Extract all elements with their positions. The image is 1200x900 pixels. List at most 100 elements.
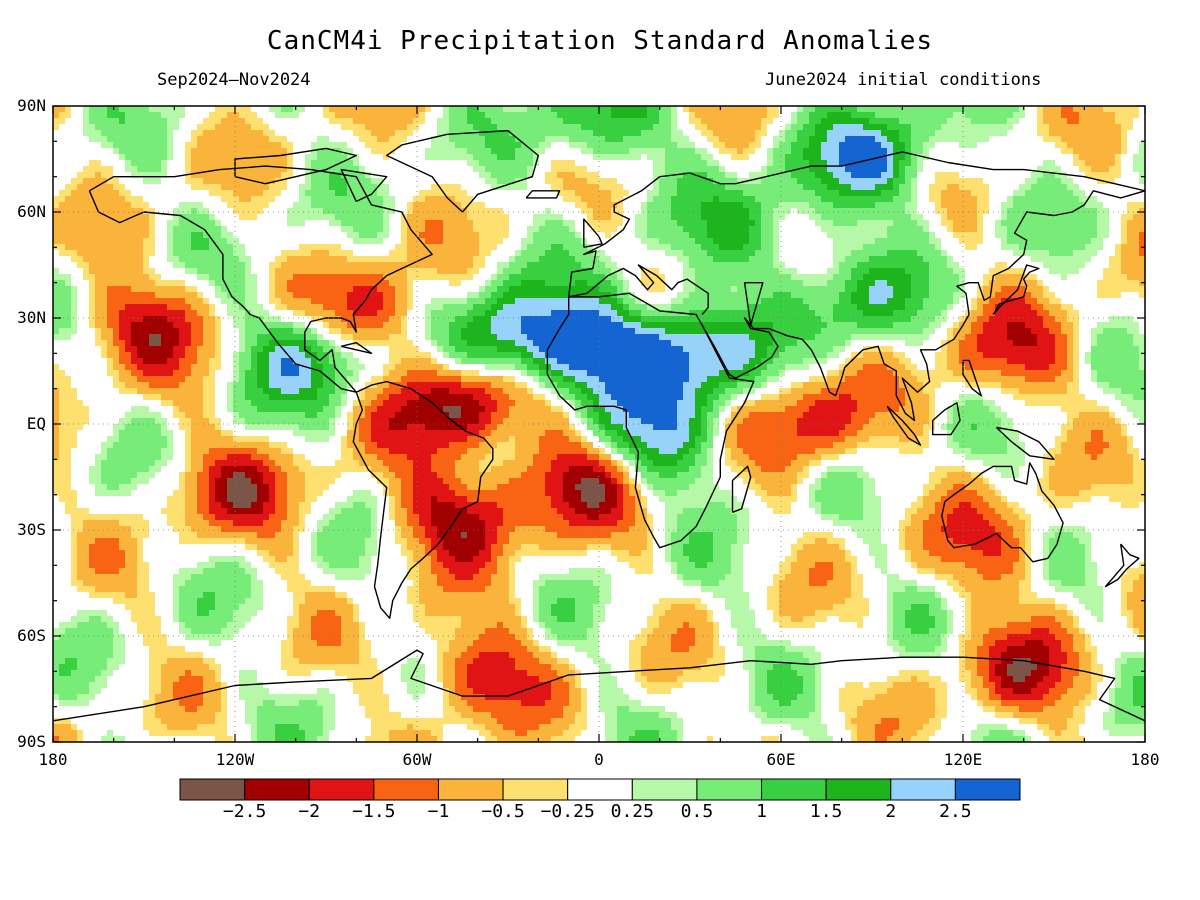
field-cell: [485, 112, 492, 119]
field-cell: [293, 178, 300, 185]
field-cell: [497, 124, 504, 131]
field-cell: [557, 112, 564, 119]
field-cell: [779, 154, 786, 161]
field-cell: [773, 118, 780, 125]
field-cell: [671, 178, 678, 185]
field-cell: [437, 244, 444, 251]
field-cell: [911, 118, 918, 125]
field-cell: [137, 154, 144, 161]
field-cell: [173, 226, 180, 233]
field-cell: [455, 142, 462, 149]
field-cell: [959, 208, 966, 215]
field-cell: [233, 238, 240, 245]
field-cell: [1001, 214, 1008, 221]
field-cell: [215, 142, 222, 149]
field-cell: [1139, 130, 1145, 137]
field-cell: [533, 112, 540, 119]
field-cell: [767, 196, 774, 203]
field-cell: [653, 130, 660, 137]
field-cell: [425, 112, 432, 119]
field-cell: [899, 262, 906, 269]
field-cell: [905, 256, 912, 263]
field-cell: [53, 202, 60, 209]
field-cell: [665, 190, 672, 197]
field-cell: [1049, 118, 1056, 125]
field-cell: [53, 130, 60, 137]
field-cell: [665, 148, 672, 155]
field-cell: [713, 112, 720, 119]
field-cell: [65, 244, 72, 251]
field-cell: [533, 124, 540, 131]
field-cell: [1067, 142, 1074, 149]
field-cell: [347, 118, 354, 125]
field-cell: [359, 256, 366, 263]
field-cell: [761, 112, 768, 119]
field-cell: [827, 226, 834, 233]
field-cell: [161, 202, 168, 209]
field-cell: [839, 172, 846, 179]
field-cell: [71, 166, 78, 173]
field-cell: [1019, 148, 1026, 155]
field-cell: [671, 250, 678, 257]
field-cell: [863, 166, 870, 173]
field-cell: [1031, 232, 1038, 239]
field-cell: [653, 220, 660, 227]
field-cell: [1085, 160, 1092, 167]
field-cell: [839, 142, 846, 149]
field-cell: [1091, 232, 1098, 239]
field-cell: [149, 160, 156, 167]
field-cell: [755, 214, 762, 221]
field-cell: [917, 160, 924, 167]
field-cell: [995, 184, 1002, 191]
field-cell: [1025, 112, 1032, 119]
field-cell: [173, 172, 180, 179]
field-cell: [551, 232, 558, 239]
field-cell: [653, 166, 660, 173]
field-cell: [173, 250, 180, 257]
field-cell: [455, 124, 462, 131]
field-cell: [431, 184, 438, 191]
field-cell: [929, 142, 936, 149]
field-cell: [887, 256, 894, 263]
field-cell: [281, 214, 288, 221]
field-cell: [281, 160, 288, 167]
field-cell: [365, 112, 372, 119]
field-cell: [671, 256, 678, 263]
field-cell: [65, 154, 72, 161]
field-cell: [1085, 184, 1092, 191]
field-cell: [659, 124, 666, 131]
field-cell: [203, 232, 210, 239]
field-cell: [269, 142, 276, 149]
field-cell: [101, 220, 108, 227]
field-cell: [755, 112, 762, 119]
field-cell: [1121, 226, 1128, 233]
field-cell: [215, 196, 222, 203]
field-cell: [791, 184, 798, 191]
field-cell: [503, 178, 510, 185]
field-cell: [971, 226, 978, 233]
field-cell: [599, 142, 606, 149]
field-cell: [761, 136, 768, 143]
field-cell: [1025, 196, 1032, 203]
field-cell: [119, 244, 126, 251]
field-cell: [527, 208, 534, 215]
field-cell: [347, 190, 354, 197]
field-cell: [461, 250, 468, 257]
field-cell: [1103, 142, 1110, 149]
field-cell: [341, 244, 348, 251]
field-cell: [941, 196, 948, 203]
field-cell: [323, 202, 330, 209]
field-cell: [641, 184, 648, 191]
field-cell: [1067, 256, 1074, 263]
field-cell: [893, 208, 900, 215]
field-cell: [1031, 172, 1038, 179]
field-cell: [179, 112, 186, 119]
field-cell: [587, 154, 594, 161]
field-cell: [437, 202, 444, 209]
field-cell: [1007, 262, 1014, 269]
field-cell: [551, 208, 558, 215]
field-cell: [1055, 208, 1062, 215]
field-cell: [731, 214, 738, 221]
field-cell: [449, 172, 456, 179]
field-cell: [827, 244, 834, 251]
